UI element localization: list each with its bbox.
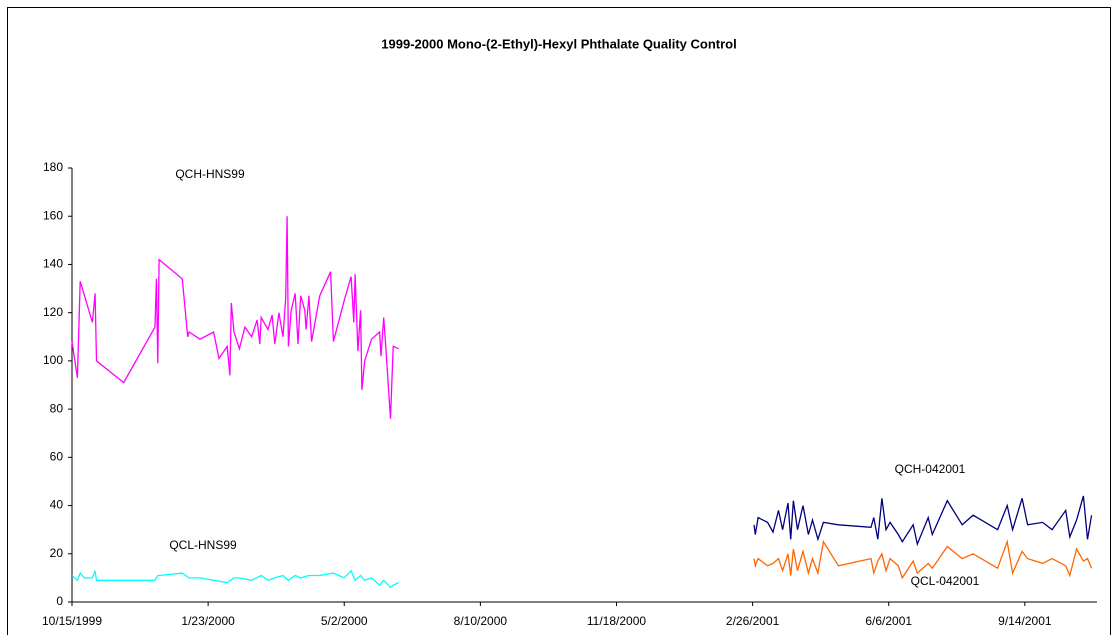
y-tick-label: 180 (43, 160, 63, 174)
series-label: QCL-HNS99 (169, 538, 237, 552)
series-label: QCH-HNS99 (175, 167, 245, 181)
x-tick-label: 9/14/2001 (998, 614, 1052, 628)
chart-title: 1999-2000 Mono-(2-Ethyl)-Hexyl Phthalate… (381, 36, 736, 51)
y-tick-label: 80 (50, 401, 64, 415)
series-line (71, 569, 399, 589)
x-tick-label: 5/2/2000 (321, 614, 368, 628)
x-tick-label: 1/23/2000 (181, 614, 235, 628)
x-tick-label: 10/15/1999 (42, 614, 102, 628)
y-tick-label: 20 (50, 546, 64, 560)
y-tick-label: 160 (43, 208, 63, 222)
series-line (753, 495, 1093, 547)
y-tick-label: 140 (43, 257, 63, 271)
y-tick-label: 100 (43, 353, 63, 367)
y-tick-label: 120 (43, 305, 63, 319)
y-tick-label: 60 (50, 450, 64, 464)
series-line (753, 539, 1093, 580)
x-tick-label: 8/10/2000 (454, 614, 508, 628)
x-tick-label: 11/18/2000 (587, 614, 646, 628)
x-tick-label: 2/26/2001 (726, 614, 780, 628)
y-tick-label: 0 (56, 594, 63, 608)
series-label: QCL-042001 (911, 574, 980, 588)
series-line (71, 216, 399, 419)
x-tick-label: 6/6/2001 (865, 614, 912, 628)
series-label: QCH-042001 (895, 462, 966, 476)
y-tick-label: 40 (50, 498, 64, 512)
chart-frame (7, 7, 1111, 640)
